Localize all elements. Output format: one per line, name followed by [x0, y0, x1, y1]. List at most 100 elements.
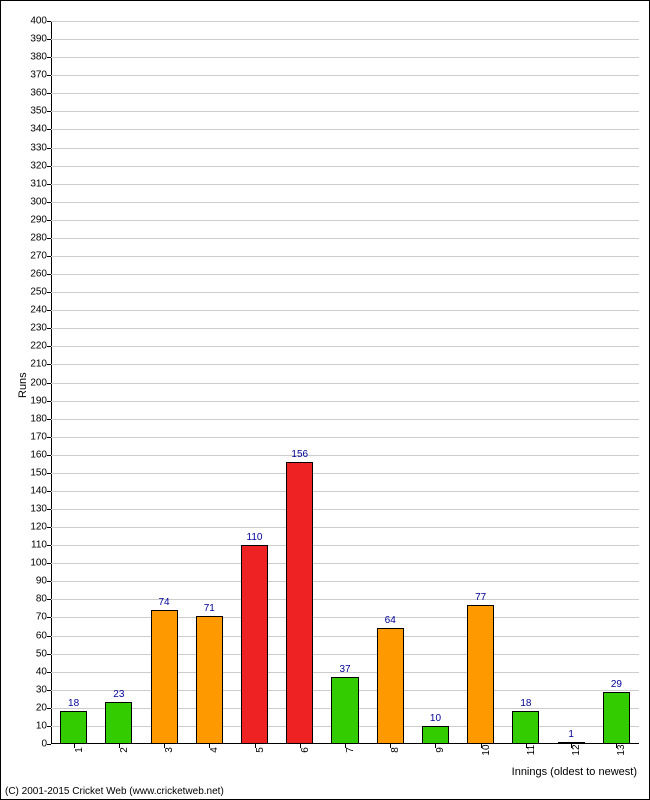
- y-tick-mark: [47, 21, 51, 22]
- y-tick-mark: [47, 328, 51, 329]
- bar-value-label: 18: [520, 698, 531, 709]
- x-tick-label: 11: [526, 745, 537, 755]
- grid-line: [51, 581, 639, 582]
- y-tick-label: 40: [36, 666, 47, 677]
- y-tick-mark: [47, 527, 51, 528]
- grid-line: [51, 184, 639, 185]
- y-tick-mark: [47, 220, 51, 221]
- bar: [512, 711, 539, 744]
- bar-value-label: 37: [339, 664, 350, 675]
- y-tick-mark: [47, 636, 51, 637]
- y-tick-mark: [47, 256, 51, 257]
- y-tick-label: 390: [30, 34, 47, 45]
- bar: [151, 610, 178, 744]
- bar-value-label: 18: [68, 698, 79, 709]
- grid-line: [51, 527, 639, 528]
- y-tick-mark: [47, 166, 51, 167]
- y-tick-label: 60: [36, 630, 47, 641]
- y-tick-label: 380: [30, 52, 47, 63]
- bar: [422, 726, 449, 744]
- y-tick-label: 240: [30, 305, 47, 316]
- bar: [196, 616, 223, 744]
- grid-line: [51, 509, 639, 510]
- grid-line: [51, 599, 639, 600]
- grid-line: [51, 39, 639, 40]
- y-tick-label: 120: [30, 522, 47, 533]
- bar-value-label: 110: [247, 532, 263, 543]
- x-tick-label: 5: [255, 747, 266, 753]
- grid-line: [51, 21, 639, 22]
- grid-line: [51, 473, 639, 474]
- y-tick-label: 360: [30, 88, 47, 99]
- y-tick-label: 70: [36, 612, 47, 623]
- y-tick-label: 10: [36, 720, 47, 731]
- grid-line: [51, 202, 639, 203]
- y-tick-label: 90: [36, 576, 47, 587]
- y-tick-mark: [47, 509, 51, 510]
- y-tick-label: 160: [30, 449, 47, 460]
- y-tick-mark: [47, 75, 51, 76]
- bar-value-label: 23: [113, 689, 124, 700]
- y-tick-label: 130: [30, 504, 47, 515]
- y-tick-label: 210: [30, 359, 47, 370]
- bar-value-label: 29: [611, 679, 622, 690]
- y-tick-label: 230: [30, 323, 47, 334]
- y-tick-mark: [47, 57, 51, 58]
- y-tick-label: 330: [30, 142, 47, 153]
- grid-line: [51, 129, 639, 130]
- y-tick-mark: [47, 383, 51, 384]
- y-tick-mark: [47, 93, 51, 94]
- y-tick-label: 80: [36, 594, 47, 605]
- y-tick-mark: [47, 437, 51, 438]
- grid-line: [51, 545, 639, 546]
- copyright-text: (C) 2001-2015 Cricket Web (www.cricketwe…: [5, 786, 224, 797]
- y-tick-mark: [47, 346, 51, 347]
- chart-container: 0102030405060708090100110120130140150160…: [0, 0, 650, 800]
- y-tick-label: 370: [30, 70, 47, 81]
- y-tick-label: 0: [41, 739, 47, 750]
- bar: [331, 677, 358, 744]
- y-tick-label: 20: [36, 702, 47, 713]
- y-tick-mark: [47, 238, 51, 239]
- y-tick-mark: [47, 292, 51, 293]
- y-axis-label: Runs: [17, 372, 29, 398]
- x-tick-label: 2: [119, 747, 130, 753]
- grid-line: [51, 220, 639, 221]
- bar-value-label: 10: [430, 713, 441, 724]
- y-tick-label: 290: [30, 214, 47, 225]
- x-tick-label: 13: [616, 744, 627, 755]
- x-tick-label: 7: [345, 747, 356, 753]
- grid-line: [51, 419, 639, 420]
- x-tick-label: 8: [390, 747, 401, 753]
- y-tick-mark: [47, 690, 51, 691]
- x-tick-label: 3: [164, 747, 175, 753]
- y-tick-mark: [47, 545, 51, 546]
- y-tick-mark: [47, 419, 51, 420]
- y-tick-label: 350: [30, 106, 47, 117]
- x-axis-label: Innings (oldest to newest): [512, 766, 637, 778]
- y-tick-label: 170: [30, 431, 47, 442]
- x-tick-label: 12: [571, 744, 582, 755]
- y-tick-mark: [47, 401, 51, 402]
- grid-line: [51, 617, 639, 618]
- y-tick-label: 310: [30, 178, 47, 189]
- grid-line: [51, 75, 639, 76]
- grid-line: [51, 383, 639, 384]
- grid-line: [51, 238, 639, 239]
- y-tick-mark: [47, 744, 51, 745]
- y-tick-mark: [47, 672, 51, 673]
- bar-value-label: 74: [159, 597, 170, 608]
- y-tick-label: 270: [30, 250, 47, 261]
- y-tick-mark: [47, 148, 51, 149]
- y-tick-mark: [47, 202, 51, 203]
- y-tick-mark: [47, 39, 51, 40]
- y-tick-label: 220: [30, 341, 47, 352]
- grid-line: [51, 455, 639, 456]
- grid-line: [51, 563, 639, 564]
- y-tick-label: 200: [30, 377, 47, 388]
- grid-line: [51, 292, 639, 293]
- y-tick-mark: [47, 581, 51, 582]
- y-tick-label: 280: [30, 232, 47, 243]
- x-tick-label: 1: [74, 747, 85, 753]
- x-tick-label: 4: [209, 747, 220, 753]
